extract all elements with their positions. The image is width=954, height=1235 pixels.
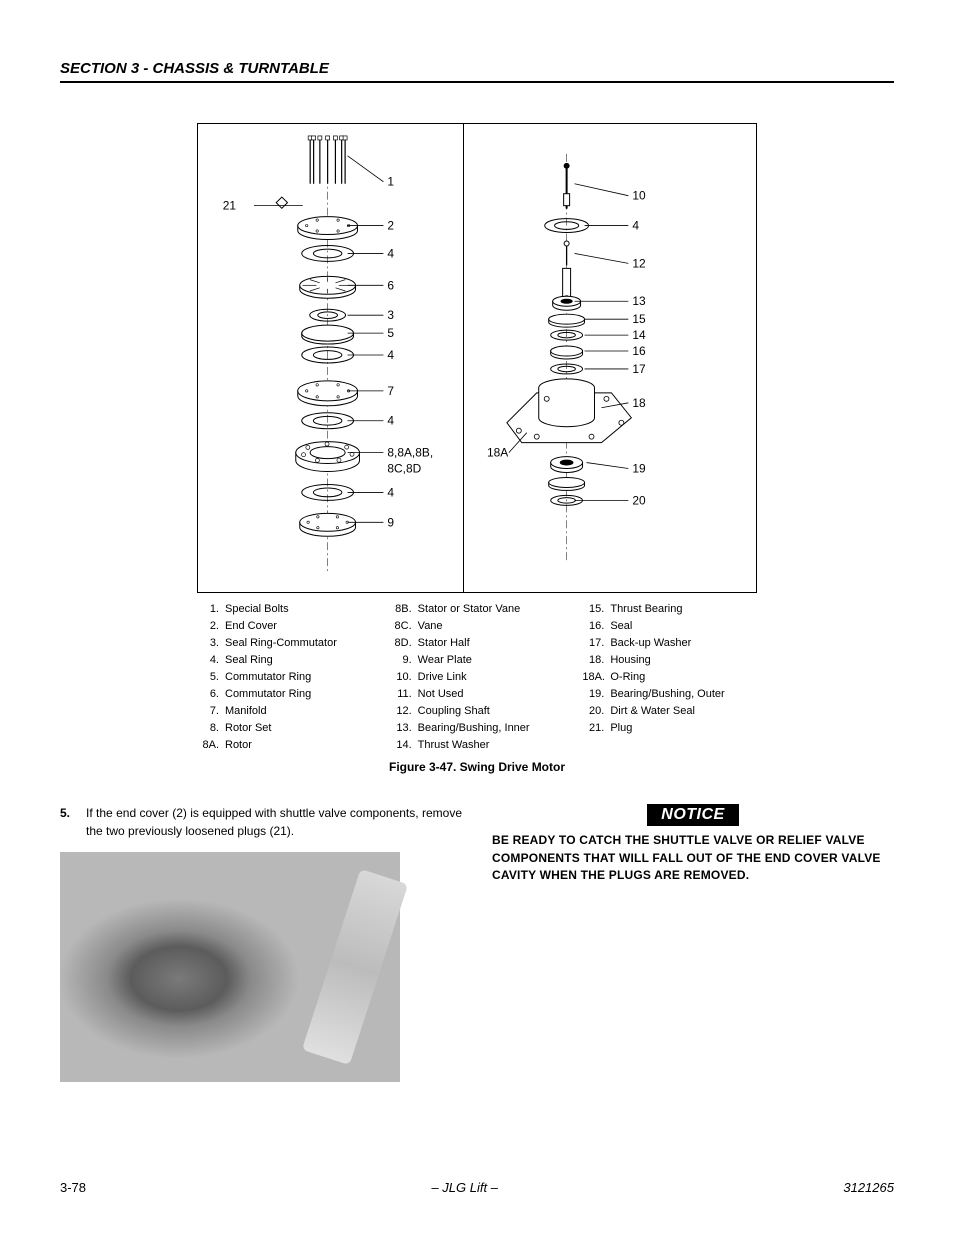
svg-text:19: 19: [632, 462, 646, 476]
notice-badge: NOTICE: [647, 804, 738, 826]
footer-doc-number: 3121265: [843, 1180, 894, 1195]
legend-row: 8.Rotor Set: [197, 720, 372, 737]
notice-text: BE READY TO CATCH THE SHUTTLE VALVE OR R…: [492, 832, 894, 884]
svg-text:15: 15: [632, 312, 646, 326]
legend-row: 10.Drive Link: [390, 669, 565, 686]
svg-text:9: 9: [387, 515, 394, 529]
legend-row: 12.Coupling Shaft: [390, 703, 565, 720]
svg-text:20: 20: [632, 493, 646, 507]
legend-row: 7.Manifold: [197, 703, 372, 720]
end-cover-photo: [60, 852, 400, 1082]
svg-text:7: 7: [387, 384, 394, 398]
svg-text:3: 3: [387, 308, 394, 322]
instruction-step: 5. If the end cover (2) is equipped with…: [60, 804, 462, 840]
svg-text:13: 13: [632, 294, 646, 308]
exploded-diagram: 211246354748,8A,8B,8C,8D4910412131514161…: [197, 123, 757, 593]
svg-text:6: 6: [387, 278, 394, 292]
page-footer: 3-78 – JLG Lift – 3121265: [60, 1180, 894, 1195]
svg-text:12: 12: [632, 256, 646, 270]
legend-row: 13.Bearing/Bushing, Inner: [390, 720, 565, 737]
parts-legend: 1.Special Bolts2.End Cover3.Seal Ring-Co…: [197, 601, 757, 754]
svg-text:18A: 18A: [487, 446, 508, 460]
panel-divider: [463, 124, 464, 592]
figure-caption: Figure 3-47. Swing Drive Motor: [197, 760, 757, 774]
svg-text:4: 4: [387, 414, 394, 428]
svg-text:4: 4: [632, 219, 639, 233]
footer-page-number: 3-78: [60, 1180, 86, 1195]
legend-row: 9.Wear Plate: [390, 652, 565, 669]
legend-row: 2.End Cover: [197, 618, 372, 635]
diagram-svg: 211246354748,8A,8B,8C,8D4910412131514161…: [198, 124, 756, 592]
svg-text:16: 16: [632, 344, 646, 358]
left-column: 5. If the end cover (2) is equipped with…: [60, 804, 462, 1082]
legend-row: 4.Seal Ring: [197, 652, 372, 669]
svg-text:4: 4: [387, 348, 394, 362]
legend-row: 14.Thrust Washer: [390, 737, 565, 754]
svg-text:17: 17: [632, 362, 646, 376]
legend-col-3: 15.Thrust Bearing16.Seal17.Back-up Washe…: [582, 601, 757, 754]
footer-center: – JLG Lift –: [431, 1180, 497, 1195]
legend-row: 19.Bearing/Bushing, Outer: [582, 686, 757, 703]
svg-text:8C,8D: 8C,8D: [387, 462, 421, 476]
legend-row: 8B.Stator or Stator Vane: [390, 601, 565, 618]
legend-row: 20.Dirt & Water Seal: [582, 703, 757, 720]
legend-row: 8C.Vane: [390, 618, 565, 635]
svg-text:10: 10: [632, 189, 646, 203]
svg-text:4: 4: [387, 485, 394, 499]
legend-row: 3.Seal Ring-Commutator: [197, 635, 372, 652]
legend-col-1: 1.Special Bolts2.End Cover3.Seal Ring-Co…: [197, 601, 372, 754]
svg-text:2: 2: [387, 219, 394, 233]
legend-row: 5.Commutator Ring: [197, 669, 372, 686]
legend-row: 8A.Rotor: [197, 737, 372, 754]
body-columns: 5. If the end cover (2) is equipped with…: [60, 804, 894, 1082]
legend-row: 21.Plug: [582, 720, 757, 737]
legend-row: 1.Special Bolts: [197, 601, 372, 618]
legend-row: 16.Seal: [582, 618, 757, 635]
legend-row: 11.Not Used: [390, 686, 565, 703]
legend-row: 18.Housing: [582, 652, 757, 669]
svg-text:8,8A,8B,: 8,8A,8B,: [387, 446, 433, 460]
svg-text:14: 14: [632, 328, 646, 342]
svg-text:4: 4: [387, 246, 394, 260]
step-number: 5.: [60, 804, 86, 840]
section-header: SECTION 3 - CHASSIS & TURNTABLE: [60, 60, 894, 83]
legend-row: 8D.Stator Half: [390, 635, 565, 652]
legend-row: 15.Thrust Bearing: [582, 601, 757, 618]
legend-col-2: 8B.Stator or Stator Vane8C.Vane8D.Stator…: [390, 601, 565, 754]
svg-text:5: 5: [387, 326, 394, 340]
svg-text:1: 1: [387, 175, 394, 189]
right-column: NOTICE BE READY TO CATCH THE SHUTTLE VAL…: [492, 804, 894, 1082]
step-text: If the end cover (2) is equipped with sh…: [86, 804, 462, 840]
svg-text:18: 18: [632, 396, 646, 410]
svg-text:21: 21: [223, 199, 237, 213]
legend-row: 18A.O-Ring: [582, 669, 757, 686]
legend-row: 6.Commutator Ring: [197, 686, 372, 703]
figure-container: 211246354748,8A,8B,8C,8D4910412131514161…: [197, 123, 757, 774]
legend-row: 17.Back-up Washer: [582, 635, 757, 652]
